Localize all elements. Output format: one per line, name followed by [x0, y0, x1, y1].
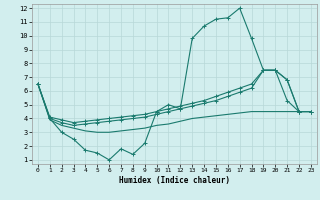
X-axis label: Humidex (Indice chaleur): Humidex (Indice chaleur)	[119, 176, 230, 185]
